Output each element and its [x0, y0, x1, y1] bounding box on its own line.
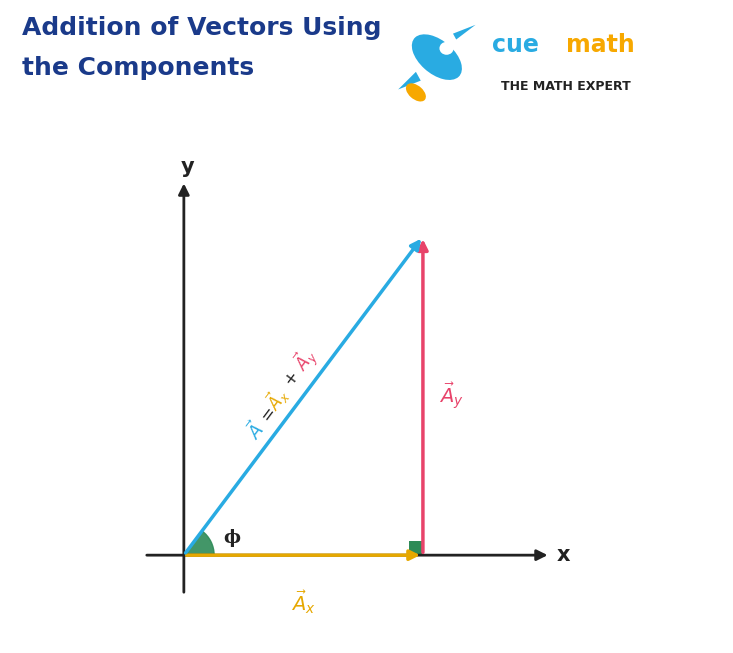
Text: $\vec{A}_x$: $\vec{A}_x$	[291, 588, 316, 616]
Text: $\vec{A}_y$: $\vec{A}_y$	[439, 381, 464, 411]
Ellipse shape	[412, 35, 462, 80]
Text: math: math	[566, 33, 635, 57]
Text: ϕ: ϕ	[224, 529, 240, 547]
Polygon shape	[398, 72, 421, 89]
Circle shape	[440, 42, 454, 55]
Text: y: y	[181, 157, 195, 177]
Wedge shape	[184, 531, 214, 555]
Text: $\vec{A}_x$: $\vec{A}_x$	[260, 383, 294, 415]
Text: cue: cue	[492, 33, 539, 57]
Bar	[408, 541, 423, 555]
Text: $\vec{A}$: $\vec{A}$	[242, 417, 270, 443]
Text: x: x	[557, 545, 570, 565]
Text: $\vec{A}_y$: $\vec{A}_y$	[288, 343, 324, 377]
Text: THE MATH EXPERT: THE MATH EXPERT	[501, 80, 631, 93]
Text: $+$: $+$	[280, 368, 303, 390]
Text: $=$: $=$	[254, 403, 279, 428]
Text: the Components: the Components	[22, 56, 254, 80]
Text: Addition of Vectors Using: Addition of Vectors Using	[22, 16, 381, 40]
Polygon shape	[453, 25, 476, 40]
Ellipse shape	[406, 84, 426, 101]
